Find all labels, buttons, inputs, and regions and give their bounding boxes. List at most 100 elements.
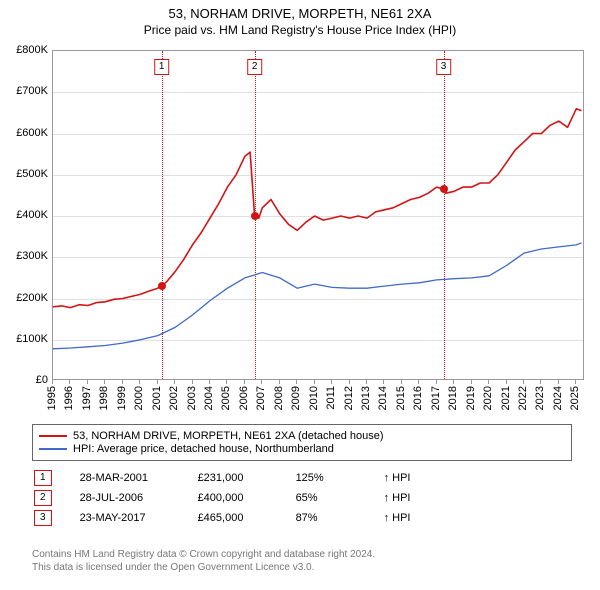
x-axis-label: 1999 xyxy=(116,386,128,410)
transaction-date: 23-MAY-2017 xyxy=(80,512,170,524)
x-axis-label: 2016 xyxy=(412,386,424,410)
x-tick xyxy=(226,380,227,384)
transaction-flag: 2 xyxy=(247,59,263,75)
transaction-price: £400,000 xyxy=(198,492,268,504)
x-tick xyxy=(453,380,454,384)
x-axis-label: 2007 xyxy=(255,386,267,410)
x-axis-label: 2011 xyxy=(325,386,337,410)
x-axis-label: 2008 xyxy=(273,386,285,410)
x-tick xyxy=(331,380,332,384)
transaction-price: £231,000 xyxy=(198,472,268,484)
x-tick xyxy=(383,380,384,384)
x-axis-label: 2004 xyxy=(203,386,215,410)
transaction-flag: 1 xyxy=(154,59,170,75)
transaction-row-flag: 1 xyxy=(34,470,52,486)
arrow-up-icon: ↑ HPI xyxy=(384,512,411,524)
y-axis-label: £700K xyxy=(4,85,48,97)
arrow-up-icon: ↑ HPI xyxy=(384,492,411,504)
x-tick xyxy=(209,380,210,384)
x-axis-label: 2014 xyxy=(377,386,389,410)
x-tick xyxy=(366,380,367,384)
legend-label: 53, NORHAM DRIVE, MORPETH, NE61 2XA (det… xyxy=(73,430,384,442)
x-tick xyxy=(261,380,262,384)
x-axis-label: 2009 xyxy=(290,386,302,410)
x-axis-label: 2021 xyxy=(500,386,512,410)
transaction-row-flag: 3 xyxy=(34,510,52,526)
x-tick xyxy=(279,380,280,384)
transaction-marker xyxy=(158,282,166,290)
transaction-row: 3 23-MAY-2017 £465,000 87% ↑ HPI xyxy=(34,510,410,526)
x-tick xyxy=(174,380,175,384)
transactions-table: 128-MAR-2001£231,000125%↑ HPI228-JUL-200… xyxy=(34,466,410,530)
x-tick xyxy=(418,380,419,384)
x-axis-label: 2013 xyxy=(360,386,372,410)
transaction-flag: 3 xyxy=(436,59,452,75)
x-axis-label: 1996 xyxy=(63,386,75,410)
transaction-date: 28-JUL-2006 xyxy=(80,492,170,504)
y-axis-label: £300K xyxy=(4,250,48,262)
x-tick xyxy=(471,380,472,384)
y-axis-label: £600K xyxy=(4,127,48,139)
y-axis-label: £800K xyxy=(4,44,48,56)
x-tick xyxy=(69,380,70,384)
x-tick xyxy=(314,380,315,384)
x-axis-label: 2019 xyxy=(465,386,477,410)
x-axis-label: 2017 xyxy=(430,386,442,410)
x-tick xyxy=(157,380,158,384)
footer-line-2: This data is licensed under the Open Gov… xyxy=(32,561,375,574)
y-axis-label: £0 xyxy=(4,374,48,386)
legend-box: 53, NORHAM DRIVE, MORPETH, NE61 2XA (det… xyxy=(32,424,572,461)
x-tick xyxy=(349,380,350,384)
x-tick xyxy=(436,380,437,384)
legend-label: HPI: Average price, detached house, Nort… xyxy=(73,443,334,455)
x-tick xyxy=(558,380,559,384)
chart-subtitle: Price paid vs. HM Land Registry's House … xyxy=(0,23,600,37)
x-tick xyxy=(296,380,297,384)
x-tick xyxy=(52,380,53,384)
footer-line-1: Contains HM Land Registry data © Crown c… xyxy=(32,548,375,561)
transaction-pct: 65% xyxy=(296,492,356,504)
transaction-marker xyxy=(440,185,448,193)
transaction-row: 128-MAR-2001£231,000125%↑ HPI xyxy=(34,470,410,486)
chart-title: 53, NORHAM DRIVE, MORPETH, NE61 2XA xyxy=(0,6,600,21)
y-axis-label: £500K xyxy=(4,168,48,180)
transaction-pct: 87% xyxy=(296,512,356,524)
transaction-marker xyxy=(251,212,259,220)
x-tick xyxy=(575,380,576,384)
chart-plot-area: 1 2 3 xyxy=(52,50,584,380)
x-axis-label: 2003 xyxy=(186,386,198,410)
x-tick xyxy=(506,380,507,384)
x-axis-label: 2002 xyxy=(168,386,180,410)
x-tick xyxy=(540,380,541,384)
legend-swatch xyxy=(39,435,67,437)
x-tick xyxy=(192,380,193,384)
x-axis-label: 1997 xyxy=(81,386,93,410)
x-tick xyxy=(488,380,489,384)
footer-attribution: Contains HM Land Registry data © Crown c… xyxy=(32,548,375,574)
transaction-vline xyxy=(162,51,163,379)
x-axis-label: 2010 xyxy=(308,386,320,410)
x-tick xyxy=(87,380,88,384)
x-axis-label: 2015 xyxy=(395,386,407,410)
x-tick xyxy=(122,380,123,384)
x-axis-label: 2018 xyxy=(447,386,459,410)
x-axis-label: 2020 xyxy=(482,386,494,410)
x-tick xyxy=(401,380,402,384)
x-tick xyxy=(139,380,140,384)
legend-item: 53, NORHAM DRIVE, MORPETH, NE61 2XA (det… xyxy=(39,430,565,442)
y-axis-label: £400K xyxy=(4,209,48,221)
chart-svg xyxy=(53,51,585,381)
x-axis-label: 2001 xyxy=(151,386,163,410)
x-axis-label: 2006 xyxy=(238,386,250,410)
legend-swatch xyxy=(39,448,67,450)
arrow-up-icon: ↑ HPI xyxy=(384,472,411,484)
x-axis-label: 2005 xyxy=(220,386,232,410)
transaction-pct: 125% xyxy=(296,472,356,484)
transaction-price: £465,000 xyxy=(198,512,268,524)
x-axis-label: 1995 xyxy=(46,386,58,410)
x-axis-label: 2024 xyxy=(552,386,564,410)
x-axis-label: 2022 xyxy=(517,386,529,410)
x-axis-label: 2000 xyxy=(133,386,145,410)
x-axis-label: 2023 xyxy=(534,386,546,410)
transaction-vline xyxy=(444,51,445,379)
